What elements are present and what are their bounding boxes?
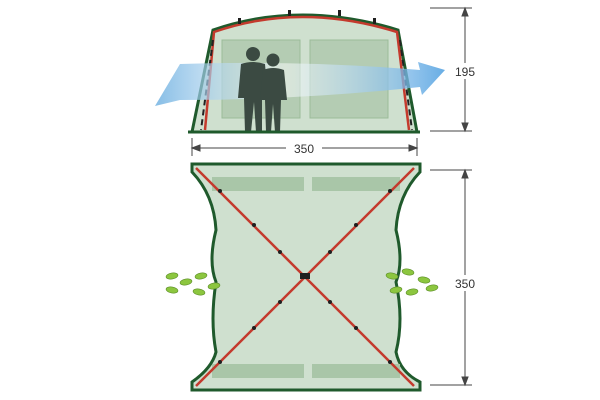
front-width-label: 350 — [294, 142, 314, 156]
people-silhouette-icon — [238, 47, 287, 132]
plan-panel-bottom-left — [212, 364, 304, 378]
tent-front-view — [155, 10, 445, 134]
roof-pole-joints — [238, 10, 376, 24]
plan-panel-top-right — [312, 177, 400, 191]
plan-depth-label: 350 — [455, 277, 475, 291]
plan-panel-bottom-right — [312, 364, 400, 378]
footprints-icon — [165, 272, 221, 296]
cross-pole-joints — [218, 189, 392, 364]
tent-plan-view — [190, 162, 422, 392]
front-height-label: 195 — [455, 65, 475, 79]
footprints-icon — [385, 268, 439, 296]
airflow-arrow-icon — [155, 62, 445, 106]
plan-panel-top-left — [212, 177, 304, 191]
roof-pole — [203, 15, 411, 131]
